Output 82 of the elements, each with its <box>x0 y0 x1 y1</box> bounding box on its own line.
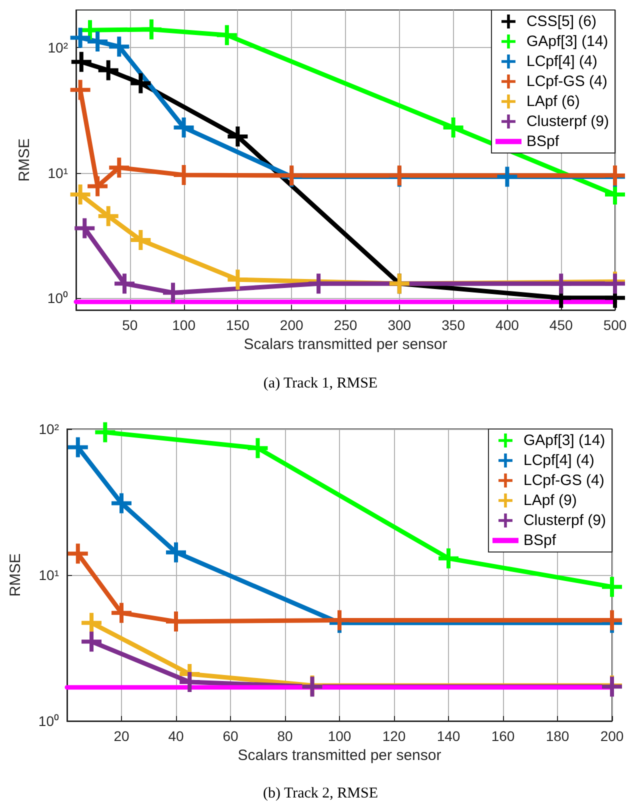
x-tick-label: 450 <box>549 317 573 333</box>
x-tick-label: 180 <box>546 728 570 744</box>
y-tick-label: 10² <box>38 421 60 437</box>
y-tick-label: 10⁰ <box>47 290 68 306</box>
y-axis-title: RMSE <box>7 553 24 597</box>
point <box>70 80 90 100</box>
x-tick-label: 20 <box>114 728 130 744</box>
point <box>605 184 625 205</box>
legend-label: LApf (6) <box>526 93 580 110</box>
legend-label: LApf (9) <box>523 492 577 509</box>
point <box>308 274 329 294</box>
legend-label: Clusterpf (9) <box>523 512 606 529</box>
x-tick-label: 200 <box>600 728 624 744</box>
text: (a) Track 1, RMSE <box>263 376 378 392</box>
point <box>248 438 268 458</box>
x-tick-label: 500 <box>603 317 627 333</box>
x-tick-label: 40 <box>168 728 184 744</box>
point <box>163 282 184 303</box>
legend-label: BSpf <box>526 133 560 150</box>
x-tick-label: 80 <box>277 728 293 744</box>
legend-label: BSpf <box>523 532 557 549</box>
point <box>130 73 151 94</box>
legend-label: GApf[3] (14) <box>523 432 606 449</box>
legend-label: LCpf-GS (4) <box>523 472 604 489</box>
x-tick-label: 400 <box>496 317 520 333</box>
y-tick-label: 10² <box>48 40 68 56</box>
point <box>602 576 622 597</box>
x-tick-label: 200 <box>280 317 304 333</box>
text: (b) Track 2, RMSE <box>262 786 378 802</box>
y-tick-label: 10⁰ <box>38 713 59 729</box>
legend-label: CSS[5] (6) <box>526 13 597 30</box>
x-tick-label: 250 <box>334 317 358 333</box>
point <box>88 176 108 196</box>
point <box>551 274 572 294</box>
x-tick-label: 160 <box>491 728 515 744</box>
point <box>70 184 90 205</box>
point <box>98 60 118 80</box>
point <box>180 672 200 692</box>
x-tick-label: 60 <box>222 728 238 744</box>
point <box>112 493 132 514</box>
legend-label: LCpf[4] (4) <box>526 53 598 70</box>
y-tick-label: 10¹ <box>48 164 68 181</box>
point <box>109 158 130 178</box>
legend-label: GApf[3] (14) <box>526 33 608 50</box>
point <box>130 230 151 250</box>
point <box>174 118 194 138</box>
point <box>74 218 95 238</box>
point <box>98 206 118 226</box>
point <box>109 36 130 57</box>
point <box>216 25 237 46</box>
point <box>95 422 116 442</box>
point <box>443 118 464 138</box>
x-tick-label: 350 <box>442 317 466 333</box>
x-tick-label: 300 <box>388 317 412 333</box>
legend-label: LCpf[4] (4) <box>523 452 594 469</box>
point <box>68 544 88 564</box>
point <box>114 274 135 294</box>
point <box>228 270 248 290</box>
x-tick-label: 50 <box>122 317 138 333</box>
point <box>438 548 458 568</box>
legend-label: LCpf-GS (4) <box>526 73 608 90</box>
point <box>112 602 132 623</box>
x-tick-label: 150 <box>226 317 250 333</box>
point <box>70 28 90 48</box>
x-tick-label: 120 <box>382 728 406 744</box>
point <box>141 19 162 40</box>
point <box>82 612 102 633</box>
point <box>497 166 518 187</box>
point <box>71 52 92 72</box>
x-tick-label: 100 <box>328 728 352 744</box>
point <box>68 437 88 458</box>
x-axis-title: Scalars transmitted per sensor <box>244 336 448 353</box>
point <box>88 32 108 52</box>
legend-label: Clusterpf (9) <box>526 113 610 130</box>
point <box>166 542 186 562</box>
y-axis-title: RMSE <box>16 138 33 182</box>
point <box>82 632 102 652</box>
point <box>228 126 248 146</box>
x-tick-label: 140 <box>436 728 460 744</box>
x-tick-label: 100 <box>172 317 196 333</box>
x-axis-title: Scalars transmitted per sensor <box>238 746 442 764</box>
y-tick-label: 10¹ <box>38 567 60 583</box>
